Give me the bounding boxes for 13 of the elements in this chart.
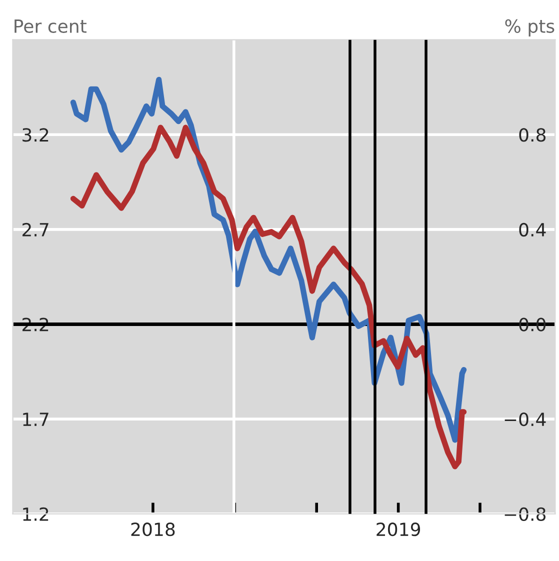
y-axis-title: Per cent	[14, 20, 86, 33]
y-tick-label: 2.7	[22, 222, 48, 236]
y-tick-label: 1.2	[23, 507, 48, 521]
y2-tick-label: 0.4	[519, 222, 546, 237]
y2-tick-label: 0.8	[519, 128, 546, 142]
y2-tick-label: −0.4	[504, 412, 546, 426]
y2-tick-label: −0.8	[504, 507, 546, 521]
x-tick-label: 2018	[131, 522, 175, 536]
y-tick-label: 1.7	[23, 412, 48, 426]
y-tick-label: 3.2	[22, 128, 48, 142]
y2-axis-title: % pts	[505, 19, 554, 36]
x-tick-label: 2019	[376, 522, 420, 536]
y2-tick-label: 0.0	[519, 318, 546, 332]
